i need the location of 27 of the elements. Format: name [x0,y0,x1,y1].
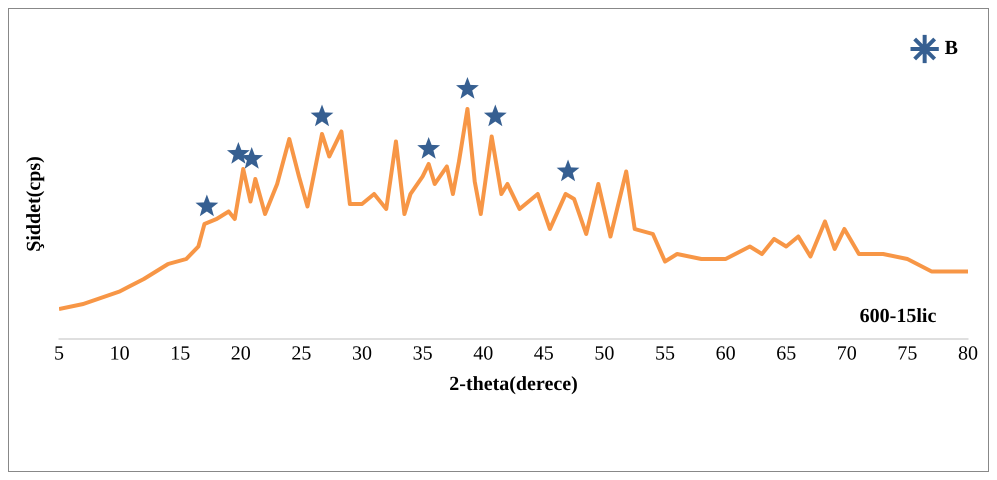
y-axis-title: Şiddet(cps) [23,156,46,252]
point [556,160,580,182]
x-tick-label: 5 [54,342,64,364]
point [226,142,250,164]
x-tick-label: 30 [352,342,372,364]
x-axis-title: 2-theta(derece) [449,373,578,396]
point [195,194,218,216]
x-tick-label: 60 [716,342,736,364]
x-tick-label: 20 [230,342,251,364]
x-tick-label: 40 [473,342,494,364]
x-tick-label: 80 [958,342,978,364]
x-tick-label: 50 [594,342,614,364]
x-tick-label: 15 [170,342,190,364]
x-tick-label: 10 [110,342,130,364]
point [484,104,507,126]
annotation: 600-15lic [860,305,936,328]
x-tick-label: 35 [412,342,433,364]
x-tick-label: 25 [291,342,312,364]
x-tick-label: 45 [534,342,554,364]
x-tick-label: 70 [836,342,857,364]
legend-label: B [944,37,958,60]
x-tick-label: 55 [655,342,675,364]
x-tick-label: 75 [897,342,918,364]
point [310,104,334,126]
point [456,77,479,99]
x-tick-label: 65 [776,342,796,364]
point [417,137,440,159]
